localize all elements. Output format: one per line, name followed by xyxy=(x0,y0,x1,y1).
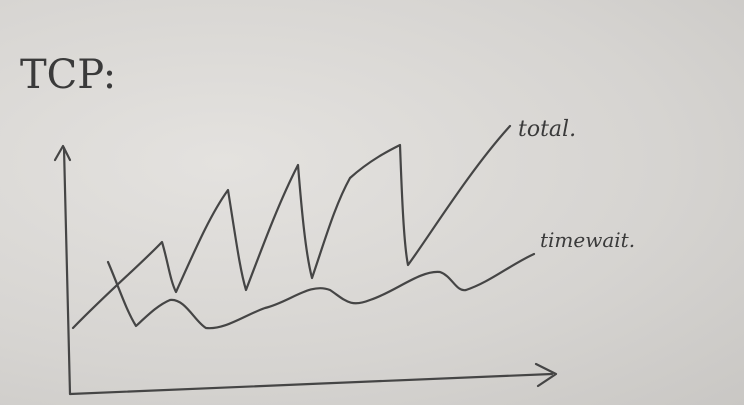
x-axis-arrow xyxy=(534,362,558,388)
total-label: total. xyxy=(518,117,576,142)
timewait-label: timewait. xyxy=(540,228,635,252)
y-axis xyxy=(62,146,72,396)
total-curve xyxy=(71,124,512,330)
y-axis-arrow xyxy=(53,144,72,162)
timewait-curve xyxy=(106,252,536,330)
x-axis xyxy=(68,372,554,396)
title: TCP: xyxy=(20,52,116,98)
